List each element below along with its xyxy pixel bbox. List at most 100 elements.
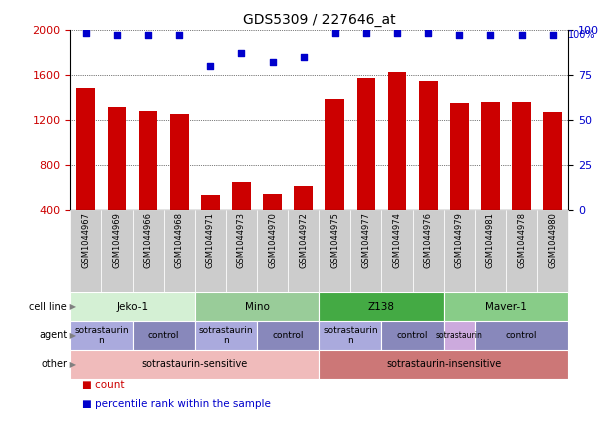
FancyBboxPatch shape	[475, 321, 568, 350]
Point	[455, 32, 464, 38]
FancyBboxPatch shape	[381, 210, 412, 292]
Text: other: other	[41, 359, 67, 369]
Text: GSM1044970: GSM1044970	[268, 212, 277, 268]
Text: ▶: ▶	[67, 331, 76, 340]
Text: GSM1044975: GSM1044975	[331, 212, 339, 268]
Bar	[170, 114, 189, 255]
Point	[112, 32, 122, 38]
Text: Maver-1: Maver-1	[485, 302, 527, 312]
FancyBboxPatch shape	[350, 210, 381, 292]
Text: GSM1044968: GSM1044968	[175, 212, 184, 268]
FancyBboxPatch shape	[257, 210, 288, 292]
Bar	[139, 111, 158, 255]
FancyBboxPatch shape	[444, 292, 568, 321]
FancyBboxPatch shape	[70, 210, 101, 292]
FancyBboxPatch shape	[70, 350, 320, 379]
FancyBboxPatch shape	[381, 321, 444, 350]
Bar	[108, 107, 126, 255]
Bar	[295, 186, 313, 255]
Point	[486, 32, 496, 38]
Text: GSM1044977: GSM1044977	[362, 212, 370, 268]
FancyBboxPatch shape	[444, 321, 475, 350]
Point	[299, 53, 309, 60]
Point	[548, 32, 558, 38]
Text: GSM1044980: GSM1044980	[548, 212, 557, 268]
Text: ■ count: ■ count	[82, 380, 125, 390]
FancyBboxPatch shape	[444, 210, 475, 292]
FancyBboxPatch shape	[320, 350, 568, 379]
Text: sotrastaurin
n: sotrastaurin n	[323, 326, 378, 345]
Text: sotrastaurin
n: sotrastaurin n	[199, 326, 253, 345]
Bar	[357, 78, 375, 255]
Bar	[512, 102, 531, 255]
Text: ▶: ▶	[67, 360, 76, 369]
Text: control: control	[506, 331, 537, 340]
Bar	[481, 102, 500, 255]
FancyBboxPatch shape	[320, 210, 350, 292]
FancyBboxPatch shape	[164, 210, 195, 292]
FancyBboxPatch shape	[288, 210, 320, 292]
FancyBboxPatch shape	[70, 292, 195, 321]
Bar	[76, 88, 95, 255]
FancyBboxPatch shape	[506, 210, 537, 292]
FancyBboxPatch shape	[257, 321, 320, 350]
Text: ▶: ▶	[67, 302, 76, 311]
Text: GSM1044966: GSM1044966	[144, 212, 153, 268]
Point	[517, 32, 527, 38]
Text: sotrastaurin-insensitive: sotrastaurin-insensitive	[386, 359, 502, 369]
Bar	[450, 103, 469, 255]
Bar	[543, 112, 562, 255]
Text: 100%: 100%	[568, 30, 596, 40]
Text: control: control	[148, 331, 180, 340]
Text: sotrastaurin: sotrastaurin	[436, 331, 483, 340]
Text: GSM1044976: GSM1044976	[423, 212, 433, 268]
Point	[361, 30, 371, 37]
FancyBboxPatch shape	[320, 321, 381, 350]
FancyBboxPatch shape	[133, 321, 195, 350]
Text: GSM1044969: GSM1044969	[112, 212, 122, 268]
Text: GSM1044973: GSM1044973	[237, 212, 246, 268]
Text: Jeko-1: Jeko-1	[117, 302, 148, 312]
FancyBboxPatch shape	[195, 210, 226, 292]
Point	[392, 30, 402, 37]
Point	[205, 62, 215, 69]
FancyBboxPatch shape	[195, 292, 320, 321]
Text: GSM1044978: GSM1044978	[517, 212, 526, 268]
Text: ■ percentile rank within the sample: ■ percentile rank within the sample	[82, 399, 271, 409]
FancyBboxPatch shape	[320, 292, 444, 321]
Point	[268, 59, 277, 66]
FancyBboxPatch shape	[133, 210, 164, 292]
Point	[236, 49, 246, 56]
Point	[143, 32, 153, 38]
FancyBboxPatch shape	[226, 210, 257, 292]
Point	[81, 30, 90, 37]
FancyBboxPatch shape	[101, 210, 133, 292]
Bar	[201, 195, 220, 255]
Title: GDS5309 / 227646_at: GDS5309 / 227646_at	[243, 13, 395, 27]
FancyBboxPatch shape	[70, 321, 133, 350]
Bar	[388, 72, 406, 255]
Point	[174, 32, 184, 38]
Text: sotrastaurin-sensitive: sotrastaurin-sensitive	[142, 359, 248, 369]
Bar	[326, 99, 344, 255]
Text: GSM1044971: GSM1044971	[206, 212, 215, 268]
FancyBboxPatch shape	[195, 321, 257, 350]
Text: Mino: Mino	[244, 302, 269, 312]
Point	[423, 30, 433, 37]
Text: control: control	[397, 331, 428, 340]
FancyBboxPatch shape	[475, 210, 506, 292]
Text: GSM1044972: GSM1044972	[299, 212, 308, 268]
Bar	[232, 181, 251, 255]
Text: agent: agent	[39, 330, 67, 341]
Text: Z138: Z138	[368, 302, 395, 312]
FancyBboxPatch shape	[537, 210, 568, 292]
Bar	[419, 81, 437, 255]
Text: GSM1044967: GSM1044967	[81, 212, 90, 268]
Text: GSM1044974: GSM1044974	[392, 212, 401, 268]
Text: control: control	[273, 331, 304, 340]
Text: GSM1044981: GSM1044981	[486, 212, 495, 268]
Text: cell line: cell line	[29, 302, 67, 312]
FancyBboxPatch shape	[412, 210, 444, 292]
Bar	[263, 194, 282, 255]
Text: GSM1044979: GSM1044979	[455, 212, 464, 268]
